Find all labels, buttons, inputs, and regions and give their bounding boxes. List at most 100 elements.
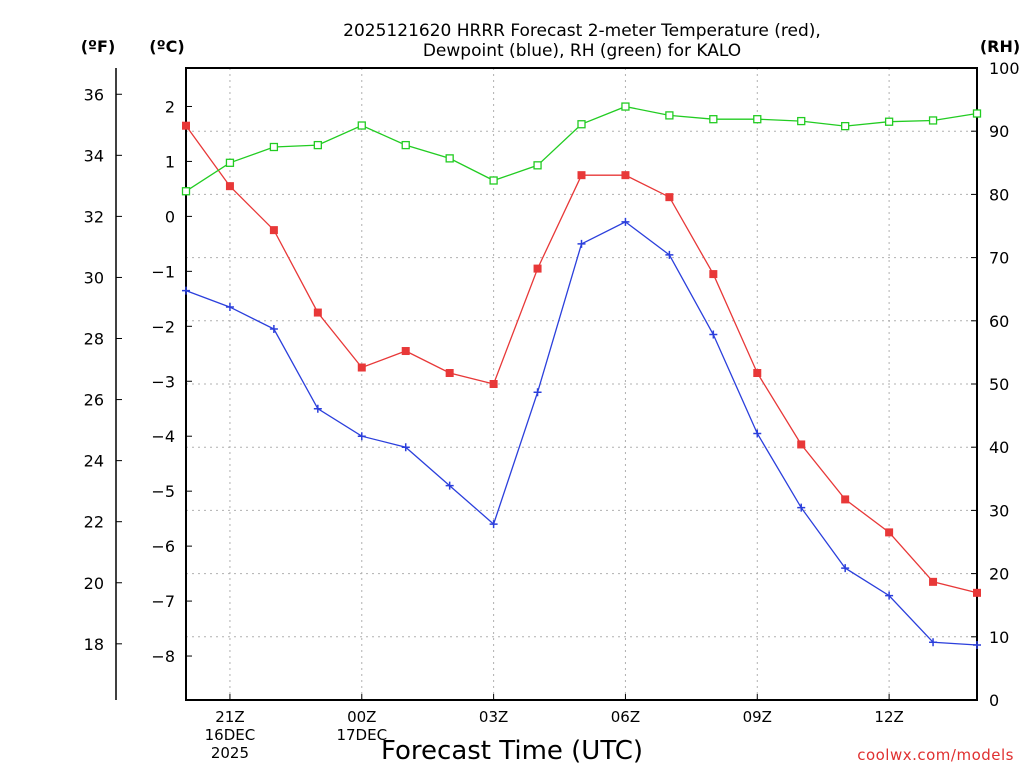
fahrenheit-axis-ticks: 36 34 32 30 28 26 24 22 20 18 (84, 85, 122, 654)
dewpoint-point (753, 429, 762, 438)
temperature-point (225, 182, 234, 191)
dewpoint-point (577, 239, 586, 248)
temperature-point (753, 369, 762, 378)
dewpoint-point (269, 325, 278, 334)
celsius-tick-label: −7 (151, 592, 175, 611)
rh-point (797, 116, 806, 126)
rh-point (401, 140, 410, 150)
celsius-tick-label: 1 (165, 152, 175, 171)
dewpoint-point (445, 481, 454, 490)
celsius-tick-label: −3 (151, 372, 175, 391)
rh-point (313, 140, 322, 150)
rh-point (445, 154, 454, 163)
dewpoint-point (929, 638, 938, 647)
x-axis-label: Forecast Time (UTC) (381, 736, 643, 766)
temperature-point (665, 193, 674, 202)
rh-tick-label: 40 (989, 438, 1009, 457)
fahrenheit-tick-label: 26 (84, 391, 104, 410)
rh-point (621, 102, 630, 111)
fahrenheit-tick-label: 20 (84, 574, 104, 593)
dewpoint-line (185, 221, 978, 646)
rh-point (225, 158, 235, 167)
rh-point (269, 142, 279, 152)
temperature-point (885, 528, 894, 537)
fahrenheit-unit-label: (ºF) (81, 37, 116, 56)
time-tick-label: 03Z (479, 708, 508, 726)
celsius-unit-label: (ºC) (149, 37, 184, 56)
dewpoint-point (313, 404, 322, 413)
rh-tick-label: 90 (989, 122, 1009, 141)
fahrenheit-tick-label: 32 (84, 207, 104, 226)
rh-point (665, 111, 674, 120)
dewpoint-point (885, 591, 894, 600)
dewpoint-point (841, 564, 850, 573)
dewpoint-point (533, 388, 542, 397)
celsius-tick-label: −6 (151, 537, 175, 556)
time-tick-label: 16DEC (205, 726, 256, 744)
celsius-tick-label: 2 (165, 97, 175, 116)
rh-point (928, 116, 938, 125)
rh-tick-label: 20 (989, 565, 1009, 584)
dewpoint-point (709, 330, 718, 339)
temperature-point (577, 171, 586, 180)
dewpoint-point (225, 303, 234, 312)
rh-tick-label: 50 (989, 375, 1009, 394)
rh-tick-label: 80 (989, 185, 1009, 204)
celsius-axis-ticks: 2 1 0 −1 −2 −3 −4 −5 −6 −7 −8 (151, 97, 192, 666)
rh-point (577, 120, 586, 129)
rh-point (709, 115, 718, 124)
dewpoint-point (489, 520, 498, 529)
fahrenheit-tick-label: 30 (84, 268, 104, 287)
temperature-point (533, 264, 542, 273)
temperature-point (401, 347, 410, 356)
fahrenheit-tick-label: 34 (84, 146, 104, 165)
dewpoint-point (797, 503, 806, 512)
temperature-point (797, 440, 806, 449)
temperature-point (489, 380, 498, 388)
temperature-point (841, 495, 850, 504)
dewpoint-point (621, 217, 630, 226)
fahrenheit-tick-label: 18 (84, 635, 104, 654)
rh-point (357, 121, 366, 130)
dewpoint-point (357, 432, 366, 441)
time-tick-label: 21Z (215, 708, 244, 726)
rh-tick-label: 30 (989, 501, 1009, 520)
celsius-tick-label: −1 (151, 262, 175, 281)
celsius-tick-label: 0 (165, 207, 175, 226)
temperature-point (313, 308, 322, 317)
fahrenheit-tick-label: 22 (84, 513, 104, 532)
rh-point (533, 161, 542, 170)
rh-tick-label: 10 (989, 628, 1009, 647)
rh-point (753, 115, 762, 124)
source-credit: coolwx.com/models (857, 746, 1014, 764)
time-tick-label: 09Z (743, 708, 772, 726)
temperature-line (185, 125, 978, 594)
temperature-point (357, 363, 366, 372)
dewpoint-point (665, 250, 674, 259)
fahrenheit-tick-label: 28 (84, 330, 104, 349)
dewpoint-point (401, 443, 410, 452)
rh-point (181, 187, 191, 196)
time-tick-label: 06Z (611, 708, 640, 726)
temperature-point (973, 588, 981, 597)
chart-title-line2: Dewpoint (blue), RH (green) for KALO (423, 41, 741, 61)
rh-point (884, 117, 894, 126)
temperature-point (445, 369, 454, 378)
temperature-point (182, 121, 190, 130)
dewpoint-point (973, 641, 981, 650)
temperature-point (709, 270, 718, 279)
time-tick-label: 2025 (211, 744, 249, 762)
rh-tick-label: 70 (989, 249, 1009, 268)
celsius-tick-label: −8 (151, 647, 175, 666)
celsius-tick-label: −5 (151, 482, 175, 501)
time-tick-label: 12Z (874, 708, 903, 726)
dewpoint-point (182, 286, 190, 295)
data-series (181, 102, 982, 650)
time-tick-label: 00Z (347, 708, 376, 726)
rh-tick-label: 60 (989, 312, 1009, 331)
rh-tick-label: 100 (989, 59, 1020, 78)
